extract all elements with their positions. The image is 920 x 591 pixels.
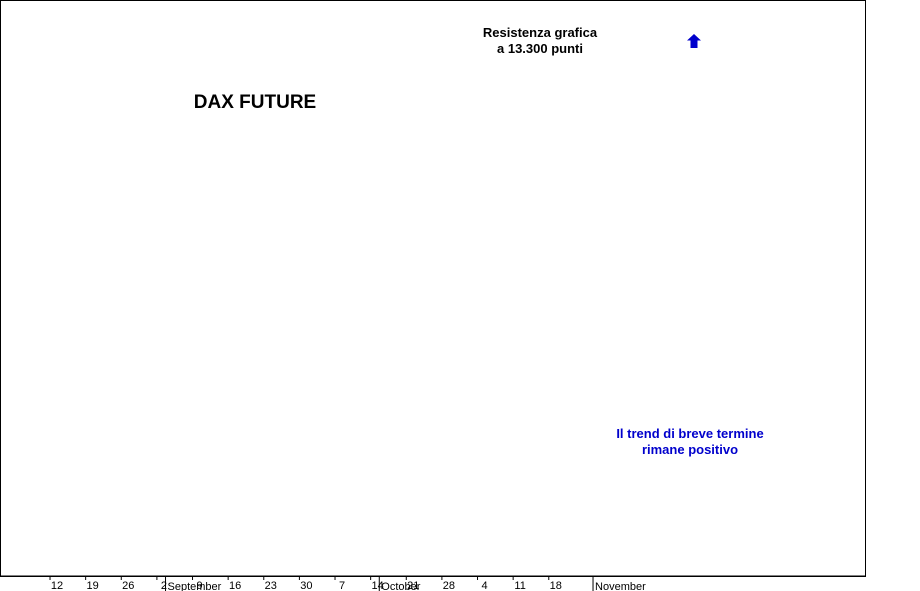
x-axis: 12 19 26 2 9 16 23 30 7 14 21 28 4 11 18 September Octob… <box>0 575 865 591</box>
x-tick-label: 16 <box>229 580 241 591</box>
x-tick-label: 9 <box>196 580 202 591</box>
x-tick-label: 21 <box>407 580 419 591</box>
x-tick-label: 2 <box>161 580 167 591</box>
plot-frame <box>0 0 866 577</box>
trend-annotation: Il trend di breve termine rimane positiv… <box>616 426 764 457</box>
x-tick-label: 23 <box>265 580 277 591</box>
up-arrow-icon <box>687 34 701 48</box>
x-tick-label: 18 <box>550 580 562 591</box>
x-tick-label: 4 <box>481 580 487 591</box>
chart-title: DAX FUTURE <box>193 92 317 113</box>
month-label: November <box>595 581 646 591</box>
resistance-annotation: Resistenza grafica a 13.300 punti <box>482 25 598 56</box>
month-label: September <box>168 581 222 591</box>
x-tick-label: 12 <box>51 580 63 591</box>
x-tick-label: 7 <box>339 580 345 591</box>
x-tick-label: 30 <box>300 580 312 591</box>
x-tick-label: 19 <box>87 580 99 591</box>
x-tick-label: 28 <box>443 580 455 591</box>
x-tick-label: 11 <box>514 580 525 591</box>
x-tick-label: 26 <box>122 580 134 591</box>
x-tick-label: 14 <box>372 580 384 591</box>
month-label: October <box>381 581 420 591</box>
